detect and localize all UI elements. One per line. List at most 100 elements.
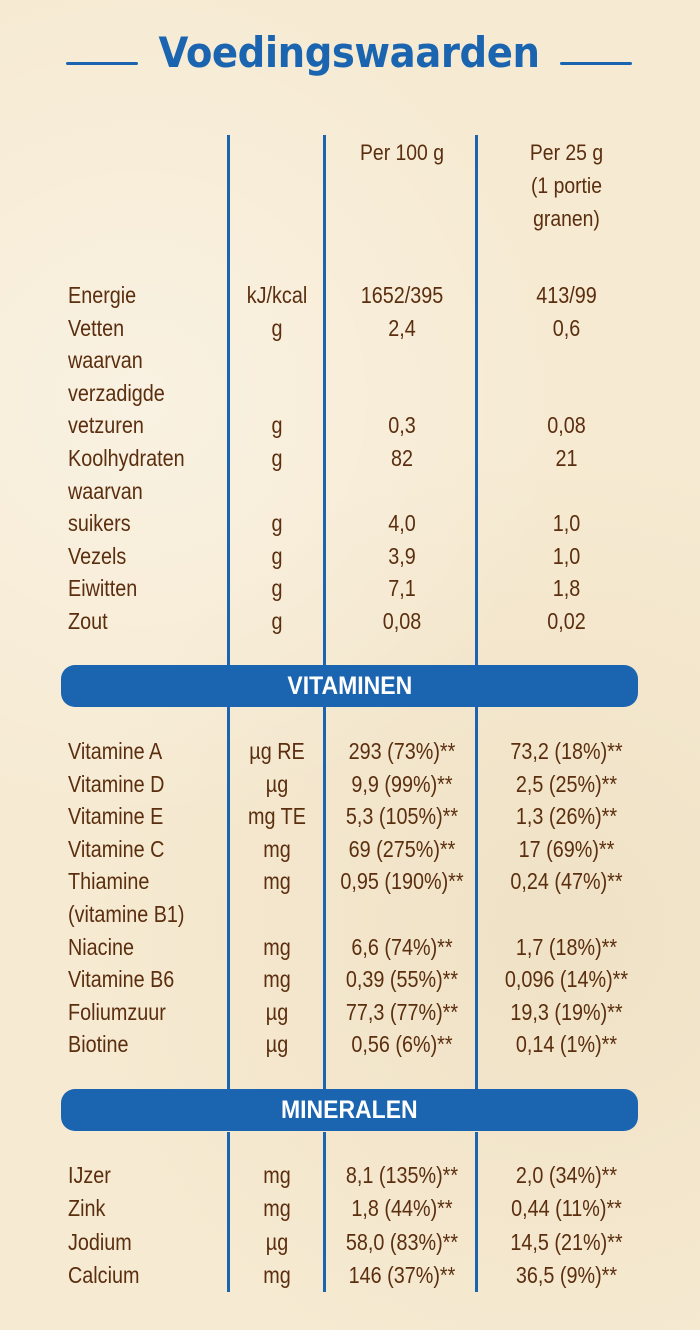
table-row: Jodium µg 58,0 (83%)** 14,5 (21%)** [0, 1226, 700, 1258]
row-per25: 73,2 (18%)** [510, 738, 623, 764]
divider-nutrients-2 [323, 135, 326, 665]
table-row: (vitamine B1) [0, 898, 700, 930]
row-per25: 0,6 [552, 314, 581, 341]
row-per25: 413/99 [536, 282, 597, 308]
row-name: Vezels [68, 542, 127, 569]
vitamins-band: VITAMINEN [61, 665, 638, 707]
column-header-per100: Per 100 g [336, 136, 468, 169]
row-per25: 17 (69%)** [518, 835, 615, 862]
row-per100: 9,9 (99%)** [351, 770, 453, 797]
row-unit: mg [263, 1261, 291, 1288]
row-unit: g [271, 542, 283, 569]
minerals-band: MINERALEN [61, 1089, 638, 1131]
row-name: Biotine [68, 1031, 129, 1058]
vitamins-heading: VITAMINEN [287, 672, 412, 700]
row-per100: 293 (73%)** [348, 738, 456, 764]
divider-nutrients-1 [227, 135, 230, 665]
row-name: Foliumzuur [68, 998, 166, 1025]
table-row: vetzuren g 0,3 0,08 [0, 409, 700, 441]
row-per100: 58,0 (83%)** [345, 1228, 459, 1255]
row-name: suikers [68, 510, 131, 537]
divider-minerals-1 [227, 1132, 230, 1292]
row-name: Zout [68, 608, 108, 634]
table-row: Calcium mg 146 (37%)** 36,5 (9%)** [0, 1259, 700, 1291]
per25-label-line1: Per 25 g [529, 140, 604, 165]
table-row: Niacine mg 6,6 (74%)** 1,7 (18%)** [0, 931, 700, 963]
row-per100: 0,3 [388, 412, 416, 439]
row-per100: 146 (37%)** [348, 1261, 456, 1288]
row-unit: mg [263, 835, 291, 862]
row-per100: 69 (275%)** [348, 835, 456, 862]
title-rule-right [560, 62, 632, 65]
table-row: Biotine µg 0,56 (6%)** 0,14 (1%)** [0, 1028, 700, 1060]
row-per100: 5,3 (105%)** [345, 803, 459, 830]
row-name: Jodium [68, 1228, 132, 1255]
table-row: Vezels g 3,9 1,0 [0, 540, 700, 572]
row-name: Niacine [68, 933, 134, 960]
table-row: Thiamine mg 0,95 (190%)** 0,24 (47%)** [0, 865, 700, 897]
table-row: waarvan [0, 344, 700, 376]
row-unit: mg TE [248, 803, 306, 830]
row-unit: kJ/kcal [246, 282, 308, 308]
row-unit: µg [265, 770, 289, 797]
row-unit: µg [265, 1228, 289, 1255]
per25-label-line2: (1 portie [530, 173, 603, 198]
divider-nutrients-3 [475, 135, 478, 665]
row-per100: 0,08 [382, 608, 422, 634]
table-row: Vetten g 2,4 0,6 [0, 312, 700, 344]
row-name: waarvan [68, 347, 143, 374]
row-per25: 19,3 (19%)** [510, 998, 623, 1025]
table-row: verzadigde [0, 377, 700, 409]
table-row: Koolhydraten g 82 21 [0, 442, 700, 474]
table-row: IJzer mg 8,1 (135%)** 2,0 (34%)** [0, 1159, 700, 1191]
row-name: vetzuren [68, 412, 144, 439]
table-row: Vitamine E mg TE 5,3 (105%)** 1,3 (26%)** [0, 800, 700, 832]
row-unit: g [271, 608, 283, 634]
per100-label: Per 100 g [360, 140, 444, 165]
divider-minerals-2 [323, 1132, 326, 1292]
row-per25: 0,096 (14%)** [504, 966, 629, 993]
title-rule-left [66, 62, 138, 65]
row-per25: 2,0 (34%)** [515, 1162, 618, 1188]
row-per100: 3,9 [388, 542, 416, 569]
row-per100: 6,6 (74%)** [351, 933, 453, 960]
row-per100: 0,95 (190%)** [340, 868, 464, 895]
row-per100: 0,56 (6%)** [351, 1031, 453, 1058]
row-unit: mg [263, 966, 291, 993]
row-unit: g [271, 314, 283, 341]
table-row: Energie kJ/kcal 1652/395 413/99 [0, 279, 700, 311]
table-row: suikers g 4,0 1,0 [0, 507, 700, 539]
row-per25: 21 [555, 445, 578, 471]
table-row: Vitamine D µg 9,9 (99%)** 2,5 (25%)** [0, 768, 700, 800]
row-per100: 2,4 [388, 314, 416, 341]
row-name: Thiamine [68, 868, 150, 895]
row-per100: 82 [390, 445, 414, 471]
row-name: verzadigde [68, 379, 165, 406]
divider-vitamins-1 [227, 707, 230, 1090]
table-row: Zink mg 1,8 (44%)** 0,44 (11%)** [0, 1192, 700, 1224]
table-row: Vitamine A µg RE 293 (73%)** 73,2 (18%)** [0, 735, 700, 767]
divider-minerals-3 [475, 1132, 478, 1292]
row-per100: 4,0 [388, 510, 416, 537]
row-per25: 2,5 (25%)** [515, 770, 618, 797]
row-name: Energie [68, 282, 137, 308]
row-per25: 0,08 [547, 412, 586, 439]
row-unit: mg [263, 1162, 291, 1188]
row-per25: 1,3 (26%)** [515, 803, 618, 830]
row-per25: 0,14 (1%)** [515, 1031, 618, 1058]
row-per25: 1,0 [552, 542, 581, 569]
row-per100: 8,1 (135%)** [345, 1162, 459, 1188]
row-per100: 77,3 (77%)** [345, 998, 459, 1025]
row-name: Calcium [68, 1261, 140, 1288]
divider-vitamins-3 [475, 707, 478, 1090]
row-name: (vitamine B1) [68, 901, 185, 927]
per25-label-line3: granen) [533, 206, 600, 231]
row-unit: g [271, 510, 283, 537]
table-row: Foliumzuur µg 77,3 (77%)** 19,3 (19%)** [0, 996, 700, 1028]
row-per100: 0,39 (55%)** [345, 966, 459, 993]
row-unit: g [271, 412, 283, 439]
row-name: Zink [68, 1195, 106, 1222]
table-row: Vitamine B6 mg 0,39 (55%)** 0,096 (14%)** [0, 963, 700, 995]
row-per25: 36,5 (9%)** [515, 1261, 618, 1288]
row-unit: µg [265, 998, 289, 1025]
